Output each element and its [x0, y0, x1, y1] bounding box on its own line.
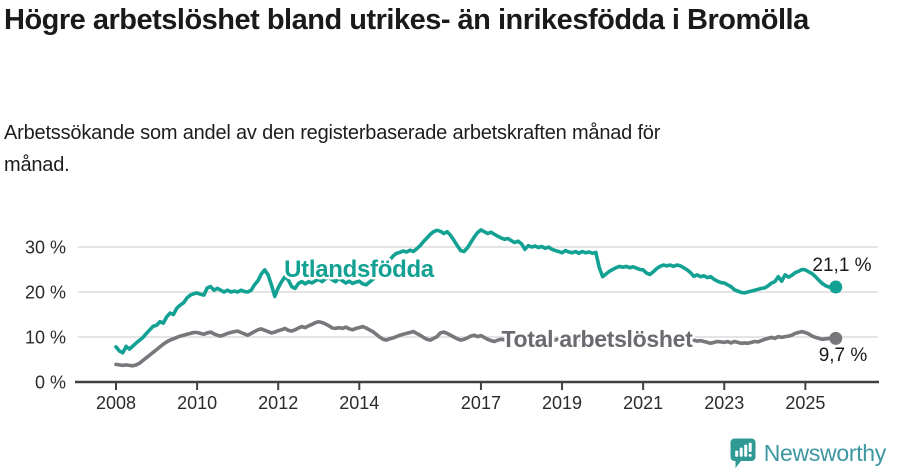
end-value-label: 21,1 % [812, 255, 871, 276]
end-value-label: 9,7 % [819, 345, 868, 366]
x-tick-label: 2012 [258, 393, 298, 413]
series-label: Utlandsfödda [284, 256, 435, 283]
x-tick-label: 2014 [339, 393, 379, 413]
series-label: Total arbetslöshet [502, 326, 694, 352]
x-tick-label: 2010 [177, 393, 217, 413]
x-tick-label: 2008 [96, 393, 136, 413]
series-line-total-arbetsl-shet [114, 319, 838, 368]
x-tick-label: 2023 [704, 393, 744, 413]
x-tick-label: 2017 [461, 393, 501, 413]
y-tick-label: 0 % [35, 372, 66, 392]
series-end-dot [829, 331, 843, 345]
chart-title: Högre arbetslöshet bland utrikes- än inr… [4, 4, 809, 36]
x-tick-label: 2021 [623, 393, 663, 413]
y-tick-label: 10 % [25, 327, 66, 347]
newsworthy-logo: Newsworthy [730, 438, 886, 469]
exclamation-bar [748, 442, 752, 452]
y-tick-label: 30 % [25, 237, 66, 257]
series-line-utlandsf-dda [114, 228, 838, 355]
x-tick-label: 2025 [785, 393, 825, 413]
exclamation-dot [748, 453, 752, 457]
x-tick-label: 2019 [542, 393, 582, 413]
chart-subtitle: Arbetssökande som andel av den registerb… [4, 122, 661, 176]
series-end-dot [829, 280, 843, 294]
newsworthy-bar-chart-bubble-icon [730, 438, 756, 468]
newsworthy-logo-text: Newsworthy [763, 440, 887, 466]
y-tick-label: 20 % [25, 282, 66, 302]
